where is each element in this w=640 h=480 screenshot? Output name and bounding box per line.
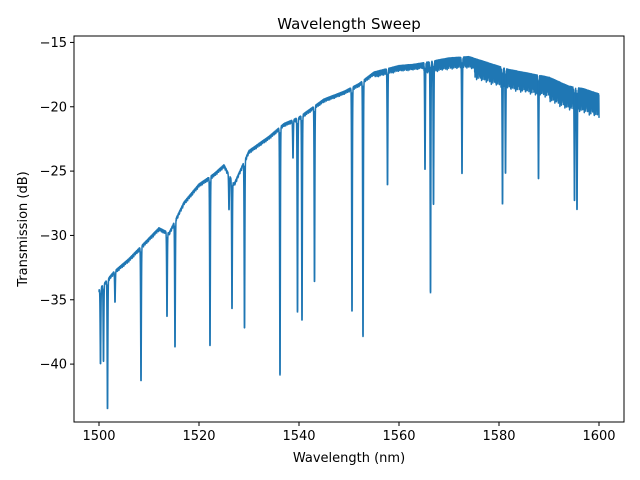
x-tick-label: 1600 <box>582 429 615 444</box>
x-axis-label: Wavelength (nm) <box>293 451 405 466</box>
y-axis-label: Transmission (dB) <box>16 171 31 287</box>
x-tick-label: 1560 <box>382 429 415 444</box>
x-tick-label: 1540 <box>282 429 315 444</box>
x-tick-label: 1580 <box>482 429 515 444</box>
y-tick-label: −25 <box>40 165 67 180</box>
x-tick-label: 1520 <box>182 429 215 444</box>
series-line <box>98 55 600 410</box>
y-tick-label: −40 <box>40 358 67 373</box>
plot-area <box>73 35 625 423</box>
trace-group <box>98 55 600 410</box>
x-axis-ticks: 1500 1520 1540 1560 1580 1600 <box>82 422 616 444</box>
y-axis-ticks: −40 −35 −30 −25 −20 −15 <box>40 36 74 373</box>
x-tick-label: 1500 <box>82 429 115 444</box>
chart-title: Wavelength Sweep <box>277 15 421 33</box>
axes-frame <box>73 35 625 423</box>
y-tick-label: −30 <box>40 229 67 244</box>
y-tick-label: −35 <box>40 293 67 308</box>
y-tick-label: −15 <box>40 36 67 51</box>
y-tick-label: −20 <box>40 100 67 115</box>
